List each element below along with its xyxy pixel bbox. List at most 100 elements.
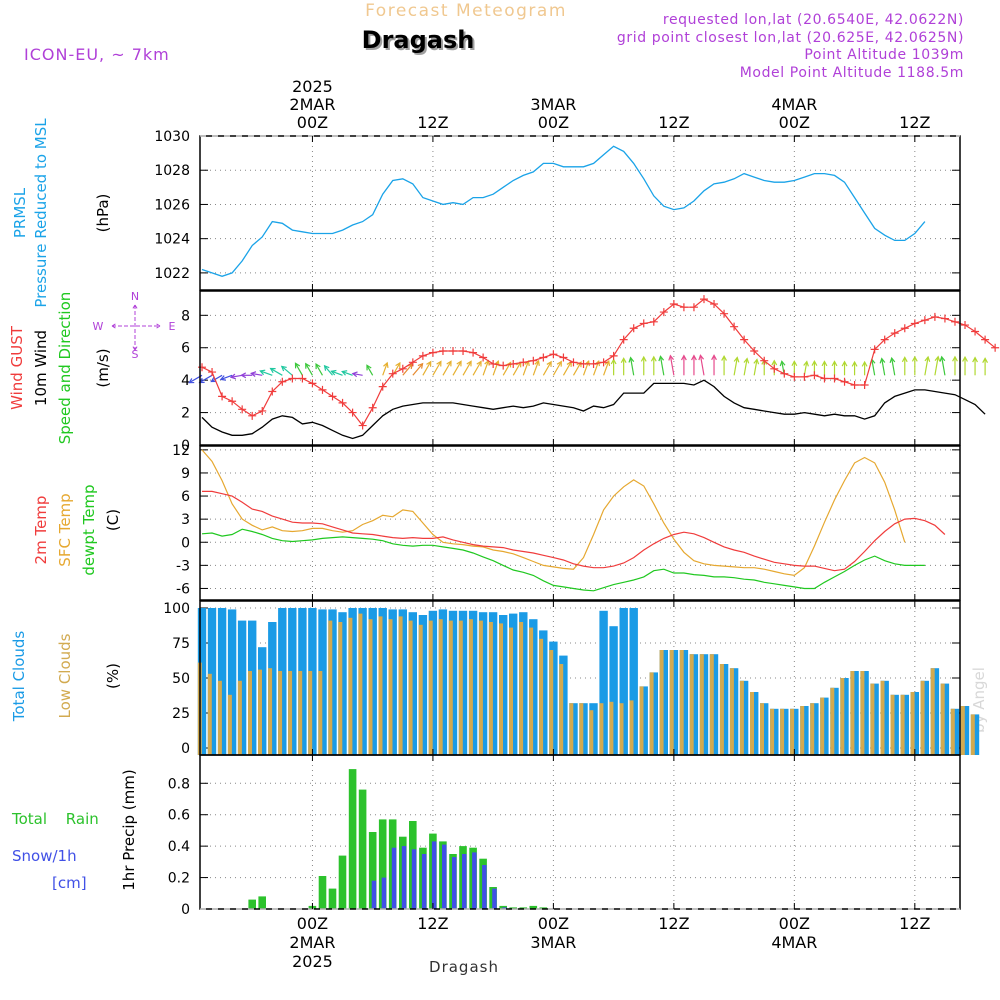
y-tick-label: 1024 <box>154 232 190 248</box>
pressure-ylabel-1: PRMSL <box>11 187 29 238</box>
snow-ylabel: Snow/1h <box>12 847 77 865</box>
gust-point <box>609 351 618 360</box>
total-cloud-bar <box>940 683 950 755</box>
top-time-label: 12Z <box>658 113 689 132</box>
low-cloud-bar <box>207 673 212 755</box>
total-cloud-bar <box>870 683 879 755</box>
total-cloud-bar <box>750 692 759 755</box>
y-tick-label: 0 <box>181 902 190 918</box>
bottom-year-label: 2025 <box>292 952 333 971</box>
bottom-time-label: 00Z <box>538 914 569 933</box>
gust-point <box>408 358 417 367</box>
low-cloud-bar <box>709 654 714 755</box>
wind-arrow <box>462 361 472 376</box>
gust-point <box>448 346 457 355</box>
snow-unit: [cm] <box>52 874 87 892</box>
low-cloud-bar <box>810 703 815 755</box>
total-cloud-bar <box>820 697 829 755</box>
low-cloud-bar <box>860 671 865 755</box>
low-cloud-bar <box>790 708 795 755</box>
rain-bar <box>509 907 517 909</box>
total-cloud-bar <box>739 680 749 755</box>
low-cloud-bar <box>619 703 624 755</box>
gust-point <box>238 405 247 414</box>
gust-point <box>278 377 287 386</box>
total-cloud-bar <box>488 612 498 755</box>
y-tick-label: 2 <box>181 406 190 422</box>
wind-arrow <box>669 355 675 376</box>
gust-point <box>830 374 839 383</box>
total-cloud-bar <box>318 609 327 755</box>
y-tick-label: 6 <box>181 489 190 505</box>
low-cloud-bar <box>870 683 875 755</box>
low-cloud-bar <box>669 650 674 755</box>
low-cloud-bar <box>589 710 594 755</box>
low-cloud-bar <box>298 671 303 755</box>
wind-arrow <box>492 360 499 376</box>
low-cloud-bar <box>539 638 544 755</box>
gust-point <box>378 382 387 391</box>
total-cloud-bar <box>438 609 448 755</box>
wind-arrow <box>199 374 213 383</box>
sfc-ylabel: SFC Temp <box>56 493 74 566</box>
gust-point <box>529 356 538 365</box>
low-cloud-bar <box>408 620 413 755</box>
total-cloud-bar <box>689 654 699 755</box>
temp-unit: (C) <box>104 509 122 531</box>
low-cloud-bar <box>328 620 333 755</box>
low-cloud-bar <box>930 668 935 755</box>
total-cloud-bar <box>900 694 909 755</box>
gust-point <box>599 358 608 367</box>
low-cloud-bar <box>549 650 554 755</box>
wind-arrow-head <box>779 360 786 367</box>
rain-bar <box>258 896 266 909</box>
top-date-label: 3MAR <box>530 95 576 114</box>
wind-arrow <box>220 374 233 380</box>
total-cloud-bar <box>669 650 679 755</box>
low-cloud-bar <box>850 671 855 755</box>
gust-point <box>268 387 277 396</box>
wind-arrow-head <box>229 373 236 380</box>
top-year-label: 2025 <box>292 77 333 96</box>
wind-arrow-head <box>743 357 750 364</box>
compass-n: N <box>131 290 139 303</box>
y-tick-label: -6 <box>176 581 190 597</box>
gust-point <box>649 317 658 326</box>
wind-arrow-head <box>841 360 848 367</box>
bottom-date-label: 4MAR <box>771 933 817 952</box>
wind-arrow-head <box>861 360 868 367</box>
compass-w: W <box>93 320 104 333</box>
low-cloud-bar <box>629 700 634 755</box>
gust-point <box>619 335 628 344</box>
gust-point <box>890 329 899 338</box>
gust-point <box>519 358 528 367</box>
gust-point <box>198 363 207 372</box>
gust-point <box>509 359 518 368</box>
wind-arrow <box>382 362 388 376</box>
y-tick-label: 1030 <box>154 129 190 145</box>
point-altitude: Point Altitude 1039m <box>804 47 964 63</box>
wind-arrow-head <box>219 375 226 381</box>
wind-arrow <box>472 361 482 376</box>
gust-point <box>398 364 407 373</box>
gust-point <box>469 348 478 357</box>
total-cloud-bar <box>418 615 428 755</box>
gust-point <box>810 371 819 380</box>
bottom-date-label: 2MAR <box>289 933 335 952</box>
y-tick-label: 4 <box>181 373 190 389</box>
gust-point <box>659 308 668 317</box>
gust-point <box>338 398 347 407</box>
wind-arrow <box>342 370 353 376</box>
low-cloud-bar <box>338 622 343 755</box>
wind-arrow-head <box>982 357 989 363</box>
wind-arrow-head <box>576 361 582 368</box>
total-cloud-bar <box>358 608 367 755</box>
total-cloud-bar <box>348 608 357 755</box>
requested-coords: requested lon,lat (20.6540E, 42.0622N) <box>663 12 964 28</box>
total-cloud-bar <box>549 641 558 755</box>
snow-bar <box>482 865 487 909</box>
gust-point <box>900 324 909 333</box>
total-cloud-bar <box>699 654 709 755</box>
total-clouds-ylabel: Total Clouds <box>10 631 28 723</box>
wind-arrow-head <box>962 355 968 362</box>
